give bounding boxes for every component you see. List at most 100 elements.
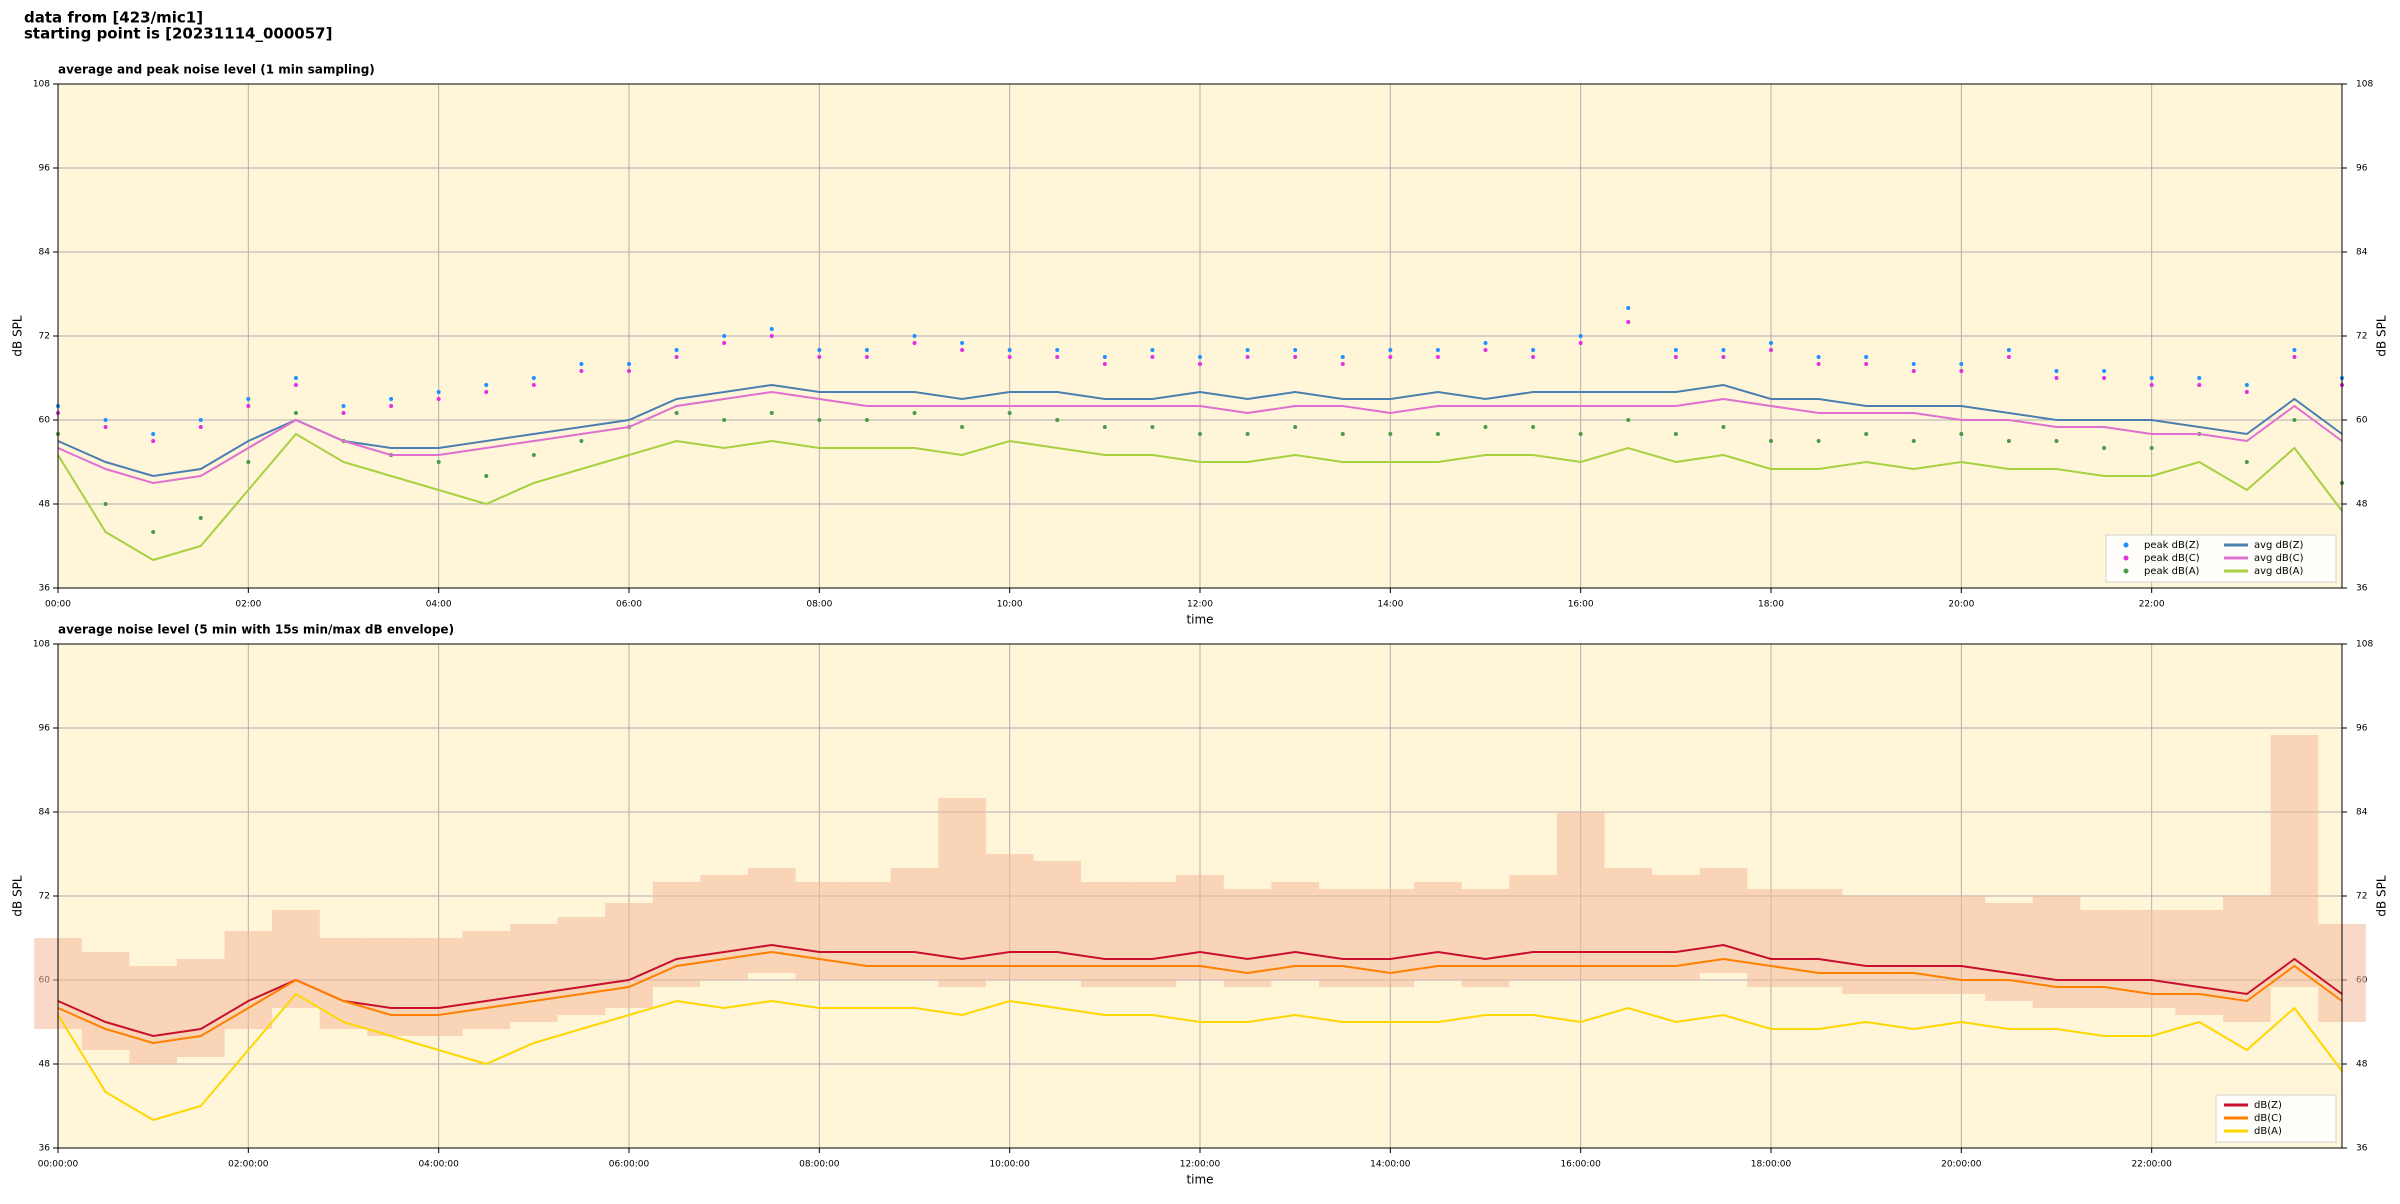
- peak-dot: [484, 474, 489, 478]
- envelope: [2223, 896, 2271, 1022]
- envelope: [272, 910, 320, 1008]
- peak-dot: [1340, 432, 1345, 436]
- plot-frame: [57, 643, 2343, 1149]
- envelope: [224, 931, 273, 1029]
- peak-dot: [579, 439, 584, 443]
- peak-dot: [1150, 348, 1155, 352]
- peak-dot: [1864, 432, 1869, 436]
- x-tick-label: 20:00: [1948, 600, 1974, 610]
- peak-dot: [1245, 432, 1250, 436]
- peak-dot: [2006, 348, 2011, 352]
- peak-dot: [1293, 425, 1298, 429]
- header-line: starting point is [20231114_000057]: [24, 25, 332, 43]
- peak-dot: [1816, 355, 1821, 359]
- envelope: [985, 854, 1034, 980]
- peak-dot: [722, 418, 727, 422]
- series-line: [57, 390, 2343, 485]
- legend-label: avg dB(Z): [2254, 540, 2304, 551]
- peak-dot: [769, 334, 774, 338]
- x-tick-label: 16:00:00: [1560, 1160, 1601, 1170]
- peak-dot: [1816, 362, 1821, 366]
- chart-title: average noise level (5 min with 15s min/…: [58, 623, 454, 637]
- envelope: [319, 938, 368, 1029]
- plot-frame: [57, 83, 2343, 589]
- envelope: [367, 938, 415, 1036]
- peak-dot: [2102, 376, 2107, 380]
- peak-dot: [2054, 369, 2059, 373]
- peak-dot: [674, 355, 679, 359]
- envelope: [938, 798, 986, 987]
- y-tick-label: 48: [39, 500, 51, 510]
- x-tick-label: 08:00:00: [799, 1160, 840, 1170]
- envelope: [557, 917, 606, 1015]
- envelope: [1033, 861, 1082, 980]
- peak-dot: [2102, 446, 2107, 450]
- peak-dot: [864, 355, 869, 359]
- envelope: [1318, 889, 1367, 987]
- peak-dot: [531, 376, 536, 380]
- peak-dot: [1483, 341, 1488, 345]
- peak-dot: [1673, 355, 1678, 359]
- envelope: [2032, 896, 2081, 1008]
- x-axis-label: time: [1186, 1173, 1213, 1187]
- peak-dot: [1007, 348, 1012, 352]
- envelope: [1176, 875, 1224, 980]
- x-tick-label: 04:00: [426, 600, 452, 610]
- peak-dot: [103, 425, 108, 429]
- legend-label: dB(C): [2254, 1113, 2282, 1124]
- peak-dot: [1721, 355, 1726, 359]
- x-tick-label: 00:00: [45, 600, 71, 610]
- y2-tick-label: 108: [2356, 80, 2373, 90]
- peak-dot: [1245, 355, 1250, 359]
- envelope: [2080, 910, 2128, 1008]
- peak-dot: [1769, 439, 1773, 443]
- peak-dot: [1769, 341, 1773, 345]
- series-line: [57, 383, 2343, 478]
- peak-dot: [2292, 355, 2297, 359]
- y2-tick-label: 96: [2356, 164, 2368, 174]
- x-tick-label: 00:00:00: [38, 1160, 79, 1170]
- peak-dot: [341, 404, 346, 408]
- envelope: [890, 868, 939, 980]
- envelope: [605, 903, 653, 1008]
- x-tick-label: 20:00:00: [1941, 1160, 1982, 1170]
- y2-tick-label: 36: [2356, 584, 2368, 594]
- legend-swatch: [2123, 542, 2129, 548]
- y-tick-label: 60: [39, 416, 51, 426]
- peak-dot: [293, 383, 298, 387]
- peak-dot: [817, 355, 822, 359]
- y2-tick-label: 84: [2356, 248, 2368, 258]
- peak-dot: [817, 418, 822, 422]
- envelope: [81, 952, 130, 1050]
- y2-tick-label: 60: [2356, 416, 2368, 426]
- peak-dot: [1388, 355, 1393, 359]
- peak-dot: [246, 397, 251, 401]
- peak-dot: [579, 362, 584, 366]
- peak-dot: [1435, 355, 1440, 359]
- envelope: [1128, 882, 1177, 987]
- x-tick-label: 18:00:00: [1751, 1160, 1792, 1170]
- peak-dot: [1150, 355, 1155, 359]
- peak-dot: [2054, 376, 2059, 380]
- peak-dot: [912, 341, 917, 345]
- peak-dot: [2149, 376, 2154, 380]
- peak-dot: [1626, 418, 1631, 422]
- envelope: [2175, 910, 2224, 1015]
- peak-dot: [151, 439, 156, 443]
- legend-label: dB(A): [2254, 1126, 2282, 1137]
- peak-dot: [1911, 362, 1916, 366]
- y-tick-label: 36: [39, 584, 51, 594]
- peak-dot: [103, 502, 108, 506]
- envelope: [1271, 882, 1319, 980]
- peak-dot: [1055, 355, 1060, 359]
- y-axis-label: dB SPL: [11, 875, 25, 917]
- envelope: [414, 938, 463, 1036]
- peak-dot: [198, 425, 203, 429]
- peak-dot: [817, 348, 822, 352]
- peak-dot: [246, 460, 251, 464]
- peak-dot: [1198, 362, 1202, 366]
- y-tick-label: 96: [39, 724, 51, 734]
- envelope: [176, 959, 225, 1057]
- peak-dot: [627, 362, 631, 366]
